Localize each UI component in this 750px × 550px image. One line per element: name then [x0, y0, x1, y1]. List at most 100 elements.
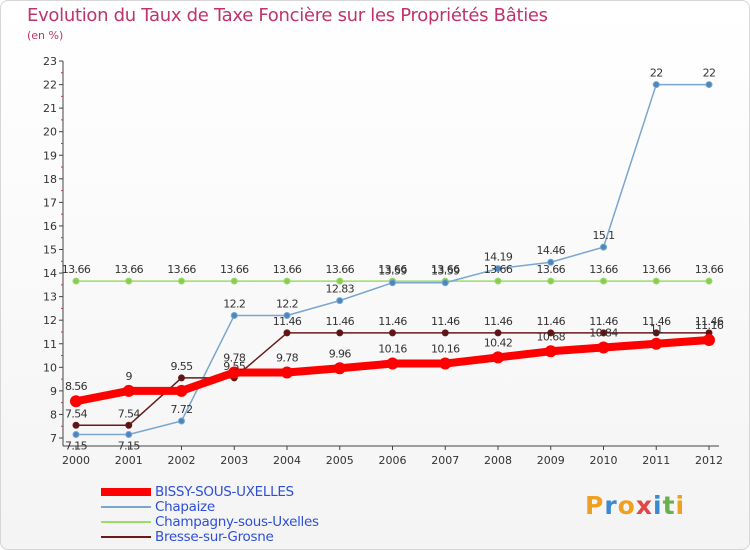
data-label: 7.72 [170, 403, 192, 416]
x-tick-label: 2000 [62, 454, 90, 467]
y-tick-label: 9 [50, 385, 57, 398]
data-label: 7.54 [65, 407, 88, 420]
data-label: 11.46 [326, 315, 355, 328]
data-label: 10.16 [378, 343, 407, 356]
data-label: 10.68 [537, 330, 566, 343]
data-label: 7.15 [65, 439, 88, 452]
data-label: 13.66 [115, 263, 144, 276]
y-tick-label: 14 [43, 267, 57, 280]
y-axis-unit: (en %) [27, 29, 64, 42]
data-label: 11.46 [273, 315, 302, 328]
data-point [597, 341, 610, 354]
y-tick-label: 10 [43, 361, 57, 374]
data-label: 13.66 [62, 263, 91, 276]
logo-letter: r [604, 491, 618, 520]
x-tick-label: 2011 [642, 454, 670, 467]
series-line-chapaize [75, 83, 710, 436]
data-point [336, 297, 344, 305]
data-point [283, 277, 291, 285]
y-tick-label: 7 [50, 432, 57, 445]
data-label: 13.66 [167, 263, 196, 276]
data-point [544, 345, 557, 358]
data-label: 11.46 [642, 315, 671, 328]
data-label: 22 [650, 67, 663, 80]
data-label: 13.66 [378, 263, 407, 276]
data-point [72, 430, 80, 438]
y-tick-label: 22 [43, 79, 57, 92]
y-tick-label: 8 [50, 408, 57, 421]
y-tick-label: 13 [43, 291, 57, 304]
logo-letter: i [675, 491, 686, 520]
data-point [441, 329, 449, 337]
data-label: 8.56 [65, 380, 88, 393]
data-label: 12.2 [276, 297, 298, 310]
data-label: 15.1 [592, 229, 614, 242]
legend-label: Chapaize [155, 499, 215, 515]
data-label: 13.59 [431, 265, 460, 278]
legend-swatch [101, 506, 151, 508]
y-tick-label: 19 [43, 149, 57, 162]
data-point [492, 351, 504, 364]
data-label: 11.46 [695, 315, 724, 328]
data-label: 13.59 [378, 265, 407, 278]
data-point [703, 333, 715, 346]
x-tick-label: 2012 [695, 454, 723, 467]
data-point [178, 277, 185, 285]
data-label: 14.19 [484, 251, 513, 264]
data-label: 10.42 [484, 336, 513, 349]
legend-item: Chapaize [101, 500, 401, 515]
x-tick-label: 2009 [537, 454, 565, 467]
y-tick-label: 11 [43, 338, 57, 351]
legend-label: Bresse-sur-Grosne [155, 529, 274, 545]
data-point [652, 81, 660, 89]
data-point [441, 279, 449, 287]
data-label: 13.66 [220, 263, 249, 276]
x-tick-label: 2007 [431, 454, 459, 467]
y-tick-label: 20 [43, 126, 57, 139]
logo-letter: o [617, 491, 636, 520]
y-tick-label: 18 [43, 173, 57, 186]
data-point [228, 366, 241, 379]
legend: BISSY-SOUS-UXELLES Chapaize Champagny-sous… [101, 485, 401, 545]
data-label: 13.66 [589, 263, 618, 276]
data-label: 7.54 [118, 407, 141, 420]
data-point [283, 311, 291, 319]
data-point [178, 374, 185, 382]
proxiti-logo: Proxiti [585, 491, 685, 520]
data-label: 11 [650, 323, 663, 336]
data-label: 11.46 [378, 315, 407, 328]
data-point [652, 329, 660, 337]
data-point [494, 329, 502, 337]
data-label: 11.46 [589, 315, 618, 328]
data-point [494, 277, 502, 285]
data-label: 22 [703, 67, 716, 80]
data-point [72, 421, 80, 429]
data-point [494, 265, 502, 273]
data-point [333, 362, 346, 375]
data-point [283, 329, 291, 337]
data-point [125, 421, 133, 429]
y-tick-label: 16 [43, 220, 57, 233]
data-point [600, 277, 607, 285]
data-point [389, 329, 396, 337]
x-tick-label: 2008 [484, 454, 512, 467]
data-label: 9.78 [276, 351, 299, 364]
data-point [336, 329, 344, 337]
data-label: 9 [126, 370, 133, 383]
data-point [125, 277, 133, 285]
data-label: 11.46 [431, 315, 460, 328]
y-tick-label: 17 [43, 196, 57, 209]
chart-title: Evolution du Taux de Taxe Foncière sur l… [27, 5, 548, 26]
data-label: 13.66 [326, 263, 355, 276]
x-tick-label: 2003 [220, 454, 248, 467]
data-label: 13.66 [273, 263, 302, 276]
data-point [178, 417, 185, 425]
data-point [70, 395, 82, 408]
data-label: 12.2 [223, 297, 245, 310]
legend-item: Bresse-sur-Grosne [101, 530, 401, 545]
data-point [389, 279, 396, 287]
y-tick-label: 12 [43, 314, 57, 327]
data-point [125, 430, 133, 438]
